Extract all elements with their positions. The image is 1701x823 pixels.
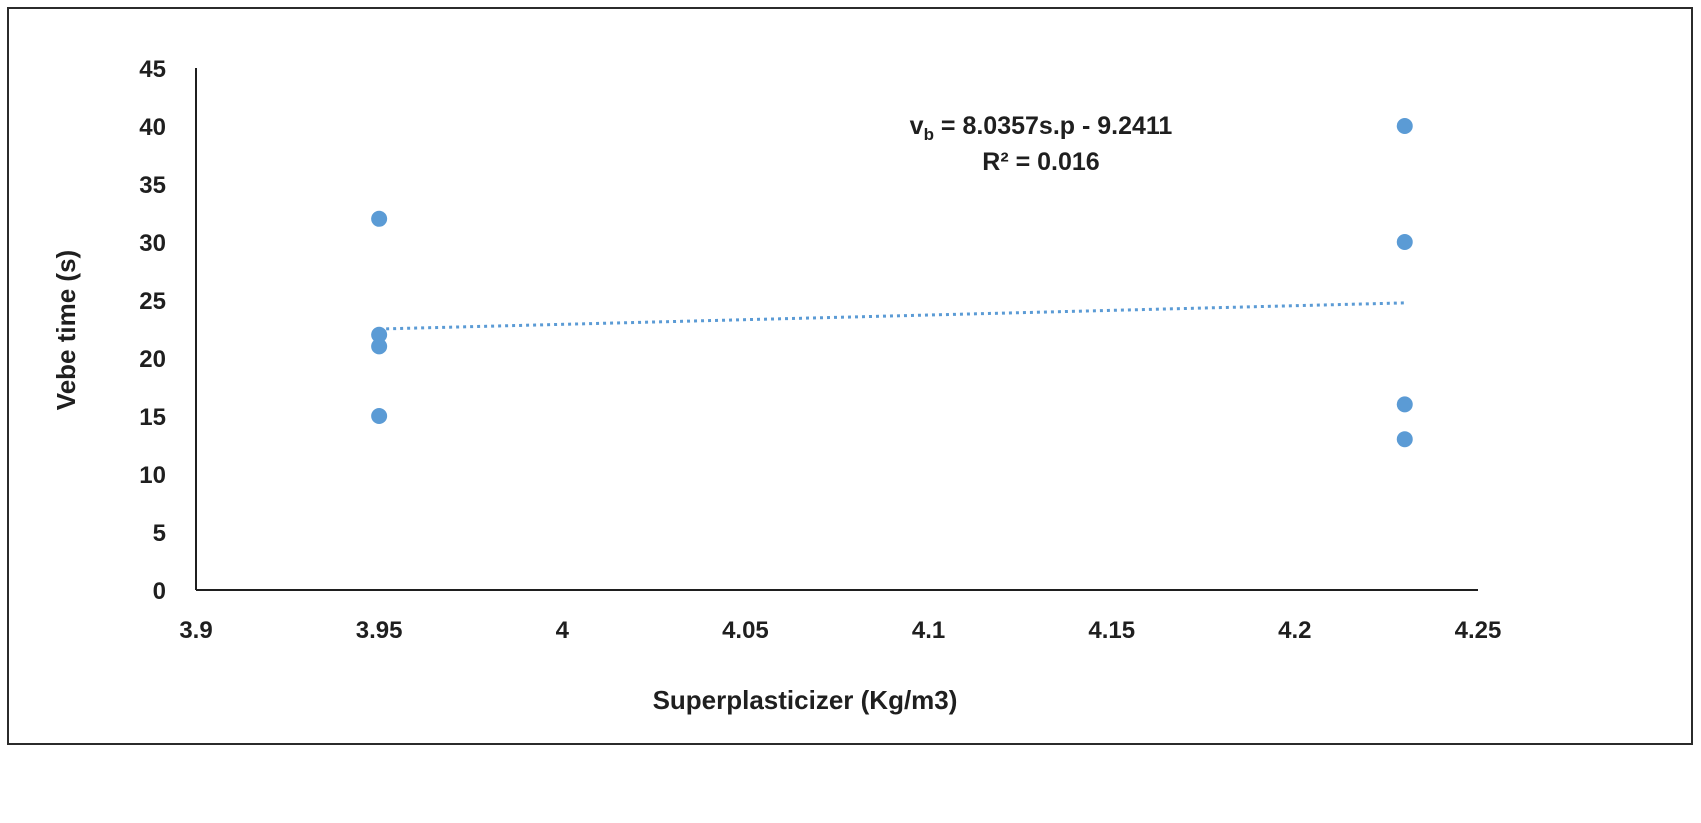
trendline-path <box>379 301 1405 331</box>
y-tick-label: 45 <box>139 56 166 83</box>
x-tick-label: 4.25 <box>1455 617 1502 644</box>
x-axis: 3.9 3.95 4 4.05 4.1 4.15 4.2 4.25 <box>179 589 1502 644</box>
data-point <box>371 326 388 343</box>
y-tick-label: 15 <box>139 404 166 431</box>
x-tick-label: 4.15 <box>1088 617 1135 644</box>
y-tick-label: 10 <box>139 462 166 489</box>
data-point <box>1396 396 1413 413</box>
y-tick-label: 30 <box>139 230 166 257</box>
equation-rest: = 8.0357s.p - 9.2411 <box>934 112 1172 140</box>
trendline-equation: vb = 8.0357s.p - 9.2411 <box>910 112 1173 144</box>
data-point <box>1396 234 1413 250</box>
chart-frame <box>7 7 1693 745</box>
x-axis-title: Superplasticizer (Kg/m3) <box>653 685 958 715</box>
equation-variable: v <box>910 112 924 140</box>
x-tick-label: 4.1 <box>912 617 945 644</box>
r-squared-label: R² = 0.016 <box>982 148 1099 176</box>
x-tick-label: 4.2 <box>1278 617 1311 644</box>
y-tick-label: 0 <box>153 578 166 605</box>
data-points <box>371 118 1413 448</box>
data-point <box>1396 118 1413 134</box>
data-point <box>371 408 388 424</box>
x-tick-label: 3.9 <box>179 617 212 644</box>
trendline <box>379 301 1405 331</box>
y-tick-label: 20 <box>139 346 166 373</box>
y-tick-label: 40 <box>139 114 166 141</box>
y-tick-label: 25 <box>139 288 166 315</box>
x-tick-label: 4 <box>556 617 570 644</box>
y-axis-title: Vebe time (s) <box>51 250 81 410</box>
y-tick-label: 5 <box>153 520 166 547</box>
y-axis: 0 5 10 15 20 25 30 35 40 45 <box>139 56 197 605</box>
equation-subscript: b <box>924 125 934 144</box>
x-tick-label: 4.05 <box>722 617 769 644</box>
x-tick-label: 3.95 <box>356 617 403 644</box>
data-point <box>371 338 388 355</box>
y-tick-label: 35 <box>139 172 166 199</box>
data-point <box>1396 431 1413 448</box>
data-point <box>371 210 388 227</box>
